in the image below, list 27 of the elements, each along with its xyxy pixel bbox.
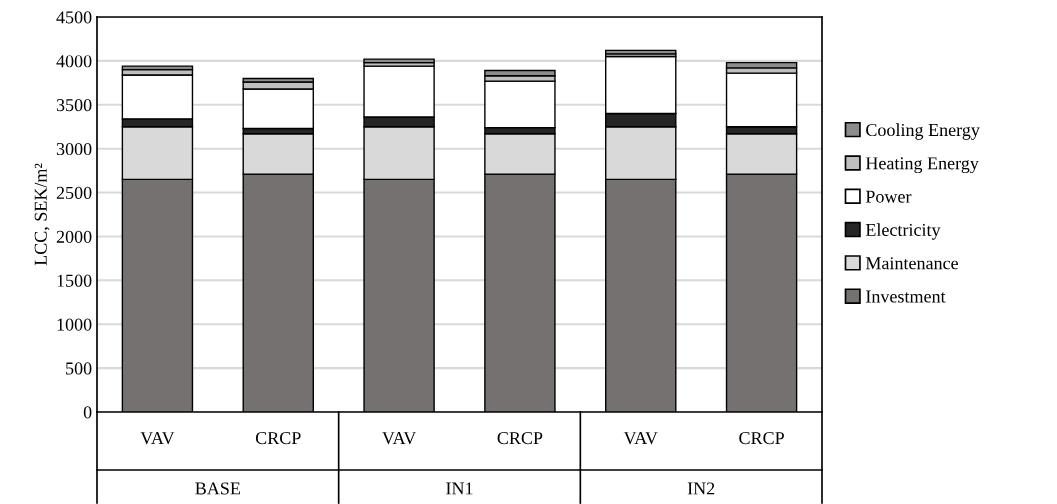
- y-tick-label: 4500: [56, 11, 92, 24]
- y-tick-label: 2000: [56, 230, 92, 243]
- legend-label: Heating Energy: [865, 157, 979, 174]
- y-tick-label: 1500: [57, 274, 92, 287]
- x-tick-label: CRCP: [497, 432, 543, 445]
- legend-label: Power: [865, 190, 912, 203]
- text: BASE: [195, 482, 241, 495]
- legend-label: Cooling Energy: [866, 123, 980, 140]
- y-tick-label: 3000: [56, 142, 92, 156]
- y-tick-label: 0: [83, 406, 92, 419]
- y-axis-title: LCC, SEK/m²: [34, 163, 50, 266]
- x-tick-label: CRCP: [739, 432, 784, 445]
- legend-label: Investment: [866, 290, 946, 303]
- text: IN2: [687, 482, 715, 495]
- y-tick-label: 4000: [56, 55, 92, 68]
- legend-label: Maintenance: [865, 257, 958, 270]
- x-tick-label: VAV: [623, 432, 658, 445]
- bar: [605, 49, 677, 55]
- y-tick-label: 500: [66, 362, 92, 375]
- x-tick-label: VAV: [382, 432, 417, 445]
- text: IN1: [446, 482, 473, 495]
- y-tick-label: 1000: [57, 318, 92, 331]
- y-tick-label: 3500: [56, 99, 92, 112]
- y-tick-label: 2500: [56, 186, 92, 199]
- legend-label: Electricity: [865, 223, 941, 240]
- x-tick-label: VAV: [140, 432, 175, 445]
- x-tick-label: CRCP: [255, 432, 301, 445]
